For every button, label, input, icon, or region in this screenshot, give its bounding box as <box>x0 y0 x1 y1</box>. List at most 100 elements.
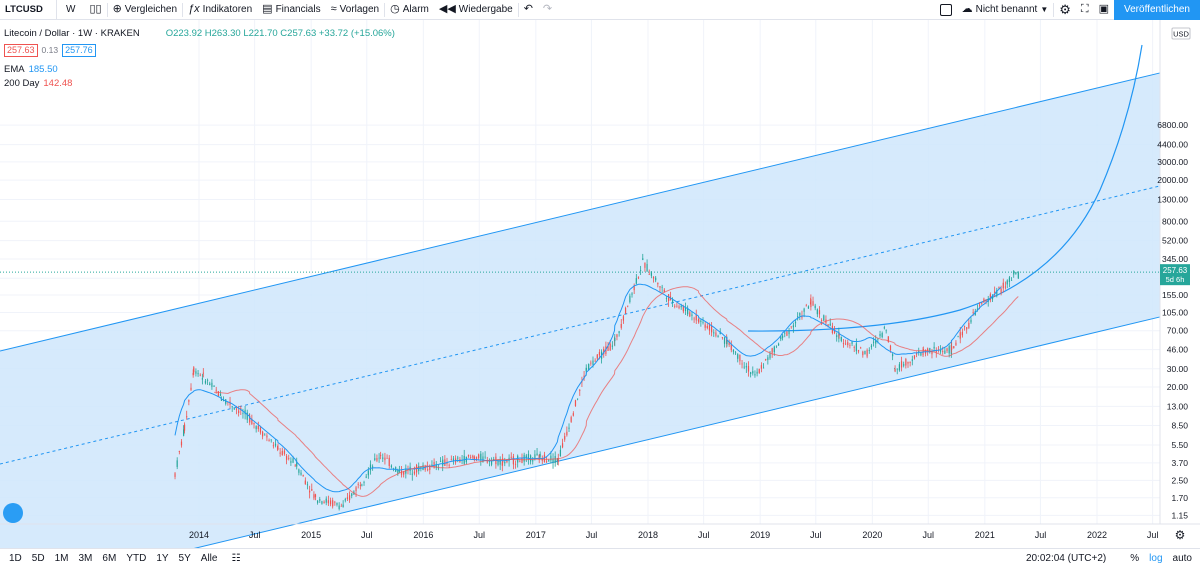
range-all[interactable]: Alle <box>200 553 218 564</box>
candle-body <box>682 306 684 312</box>
candle-body <box>204 380 207 384</box>
range-1d[interactable]: 1D <box>9 553 22 564</box>
candle-body <box>478 454 480 459</box>
range-ytd[interactable]: YTD <box>126 553 147 564</box>
replay-button[interactable]: ◀◀ Wiedergabe <box>434 0 518 20</box>
range-5d[interactable]: 5D <box>31 553 45 564</box>
templates-button[interactable]: ≈ Vorlagen <box>326 0 385 20</box>
ma-label[interactable]: 200 Day <box>4 78 40 89</box>
candle-body <box>355 487 357 492</box>
financials-button[interactable]: ▤ Financials <box>257 0 325 20</box>
price-chart[interactable]: 6800.00 4400.00 3000.00 2000.00 1300.00 800.0… <box>0 20 1200 548</box>
candle-body <box>951 346 953 350</box>
range-1m[interactable]: 1M <box>54 553 69 564</box>
candle-body <box>769 353 771 359</box>
candle-body <box>238 410 240 414</box>
range-5y[interactable]: 5Y <box>178 553 191 564</box>
currency-badge <box>1171 27 1191 40</box>
interval-button[interactable]: W <box>66 4 76 15</box>
candle-body <box>966 327 968 330</box>
time-axis[interactable]: 2014 Jul 2015 Jul 2016 Jul 2017 Jul 2018 Jul 2019 J… <box>0 523 1200 542</box>
candle-body <box>274 443 277 446</box>
indicators-button[interactable]: ƒx Indikatoren <box>183 0 257 20</box>
percent-toggle[interactable]: % <box>1130 553 1140 564</box>
alert-button[interactable]: ◷ Alarm <box>385 0 434 20</box>
candle-body <box>552 458 554 463</box>
candle-body <box>577 398 579 400</box>
candle-body <box>618 331 620 334</box>
candle-body <box>519 461 521 463</box>
toolbar-right: ☁ Nicht benannt ▼ ⚙ ⛶ ▣ Veröffentlichen <box>935 0 1200 20</box>
candle-body <box>365 476 367 478</box>
clock-time[interactable]: 20:02:04 (UTC+2) <box>1025 553 1107 564</box>
candle-body <box>603 348 605 355</box>
candle-body <box>743 366 745 368</box>
candle-body <box>719 331 721 335</box>
symbol-search[interactable]: LTCUSD <box>0 0 57 20</box>
fullscreen-button[interactable]: ⛶ <box>1076 0 1094 20</box>
compare-button[interactable]: ⊕ Vergleichen <box>108 0 182 20</box>
candle-body <box>311 488 313 491</box>
candle-body <box>922 351 924 356</box>
toolbar-divider <box>384 2 386 17</box>
time-tick-label: Jul <box>810 530 822 540</box>
candle-body <box>805 305 807 307</box>
time-tick-label: 2022 <box>1087 530 1107 540</box>
candle-body <box>979 304 981 306</box>
range-3m[interactable]: 3M <box>78 553 93 564</box>
undo-button[interactable]: ↶ <box>519 0 538 20</box>
candle-body <box>201 378 203 380</box>
ema-label[interactable]: EMA <box>4 64 25 75</box>
candle-body <box>807 306 810 309</box>
candle-body <box>687 307 689 315</box>
candle-body <box>213 386 215 387</box>
layout-name-button[interactable]: ☁ Nicht benannt ▼ <box>957 0 1054 20</box>
candle-body <box>321 501 323 504</box>
candle-body <box>920 352 922 356</box>
publish-button[interactable]: Veröffentlichen <box>1114 0 1200 20</box>
candle-body <box>259 427 262 433</box>
candle-body <box>622 316 625 321</box>
range-1y[interactable]: 1Y <box>156 553 169 564</box>
chart-style-button[interactable]: ▯▯ <box>84 0 106 20</box>
snapshot-button[interactable]: ▣ <box>1094 0 1114 20</box>
candle-body <box>968 322 970 328</box>
redo-button[interactable]: ↷ <box>538 0 557 20</box>
time-tick-label: 2021 <box>975 530 995 540</box>
sell-price[interactable]: 257.63 <box>4 43 38 57</box>
range-6m[interactable]: 6M <box>102 553 117 564</box>
candle-body <box>942 350 944 352</box>
axis-settings-gear-icon: ⚙ <box>1175 528 1186 542</box>
candle-body <box>911 359 913 361</box>
candle-body <box>283 450 286 454</box>
tradingview-logo-icon[interactable] <box>3 503 23 523</box>
candle-body <box>695 315 697 321</box>
candle-body <box>741 363 743 365</box>
date-range-button[interactable]: ☷ <box>226 553 245 564</box>
regression-channel[interactable] <box>0 44 1161 548</box>
candle-body <box>592 360 594 365</box>
candle-body <box>933 346 935 349</box>
time-tick-label: Jul <box>586 530 598 540</box>
multi-layout-button[interactable] <box>935 0 957 20</box>
settings-button[interactable]: ⚙ <box>1054 0 1076 20</box>
time-tick-label: Jul <box>361 530 373 540</box>
fullscreen-icon: ⛶ <box>1080 3 1089 15</box>
alarm-clock-icon: ◷ <box>390 3 400 15</box>
candle-body <box>689 312 691 317</box>
price-axis[interactable]: 6800.00 4400.00 3000.00 2000.00 1300.00 800.0… <box>1157 20 1200 524</box>
log-toggle[interactable]: log <box>1149 553 1163 564</box>
candle-body <box>792 325 794 328</box>
candle-body <box>572 413 574 416</box>
candle-body <box>955 342 957 346</box>
candle-body <box>989 294 991 301</box>
candle-body <box>480 453 482 461</box>
candle-body <box>215 389 217 391</box>
buy-price[interactable]: 257.76 <box>62 43 96 57</box>
candle-body <box>413 471 416 474</box>
candle-body <box>773 346 775 353</box>
auto-toggle[interactable]: auto <box>1172 553 1192 564</box>
time-tick-label: Jul <box>249 530 261 540</box>
candle-body <box>497 459 499 465</box>
last-price-value: 257.63 <box>1163 266 1188 275</box>
